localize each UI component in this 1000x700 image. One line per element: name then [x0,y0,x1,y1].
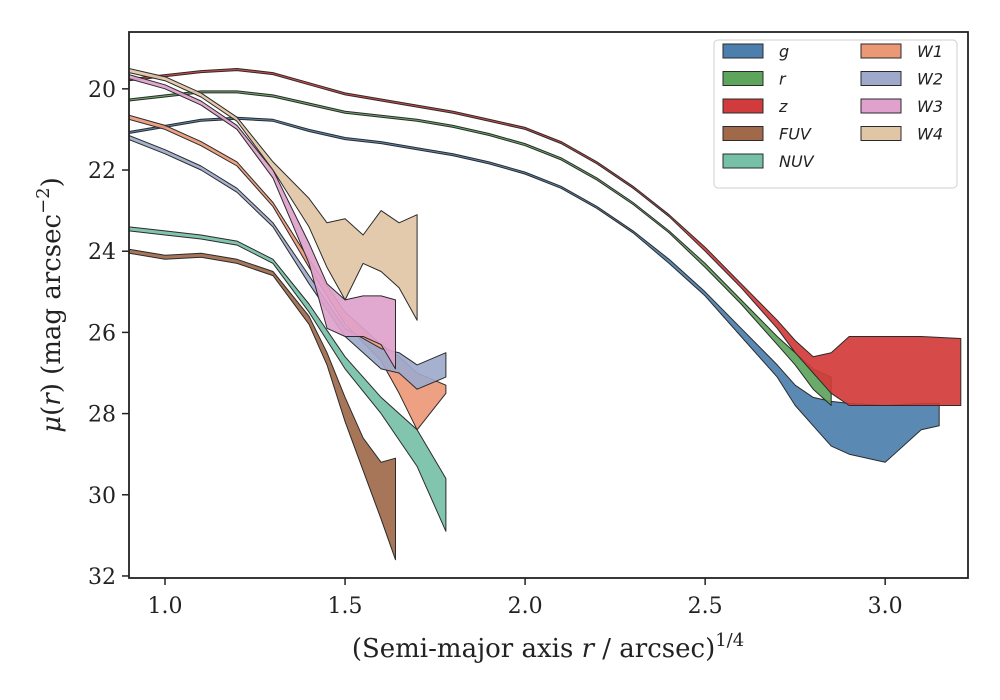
band-r [129,90,832,406]
legend-label-nuv: NUV [779,152,815,171]
x-axis-label: (Semi-major axis r / arcsec)1/4 [352,630,744,664]
legend-label-w4: W4 [917,125,943,144]
legend: grz FUV NUV W1 W2 W3 W4 [713,39,958,189]
band-w4 [129,68,418,321]
legend-swatch-g [722,43,764,59]
y-axis-label: μ(r) (mag arcsec−2) [33,177,67,433]
y-tick-label: 20 [88,78,116,103]
bands-layer [129,68,962,561]
legend-swatch-fuv [722,126,764,141]
legend-swatch-z [722,98,764,114]
x-tick-label: 2.5 [688,594,723,619]
y-tick-label: 32 [88,565,116,590]
x-axis: 1.0 1.5 2.0 2.5 3.0 [148,578,903,619]
band-w1 [129,114,447,431]
band-nuv [129,226,447,532]
legend-label-w2: W2 [917,70,943,89]
y-axis: 20 22 24 26 28 30 32 [88,78,129,590]
y-tick-label: 28 [88,403,116,428]
band-g [129,116,940,463]
band-w3 [129,74,396,370]
band-w2 [129,135,447,390]
x-tick-label: 3.0 [868,594,903,619]
legend-swatch-w4 [860,126,902,141]
legend-label-g: g [779,42,789,61]
x-tick-label: 1.5 [328,594,363,619]
x-tick-label: 2.0 [508,594,543,619]
y-tick-label: 30 [88,484,116,509]
legend-swatch-w2 [860,71,902,86]
legend-label-r: r [779,70,787,89]
legend-label-w1: W1 [917,42,943,61]
legend-swatch-w1 [860,43,902,59]
legend-swatch-r [722,71,764,86]
plot-frame [128,31,969,579]
legend-swatch-w3 [860,98,902,114]
y-tick-label: 24 [88,240,116,265]
legend-swatch-nuv [722,153,764,169]
band-z [129,68,962,406]
y-tick-label: 26 [88,321,116,346]
legend-label-w3: W3 [917,97,943,116]
legend-label-fuv: FUV [779,125,812,144]
y-tick-label: 22 [88,159,116,184]
legend-label-z: z [778,97,788,116]
x-tick-label: 1.0 [148,594,183,619]
band-fuv [129,248,396,561]
